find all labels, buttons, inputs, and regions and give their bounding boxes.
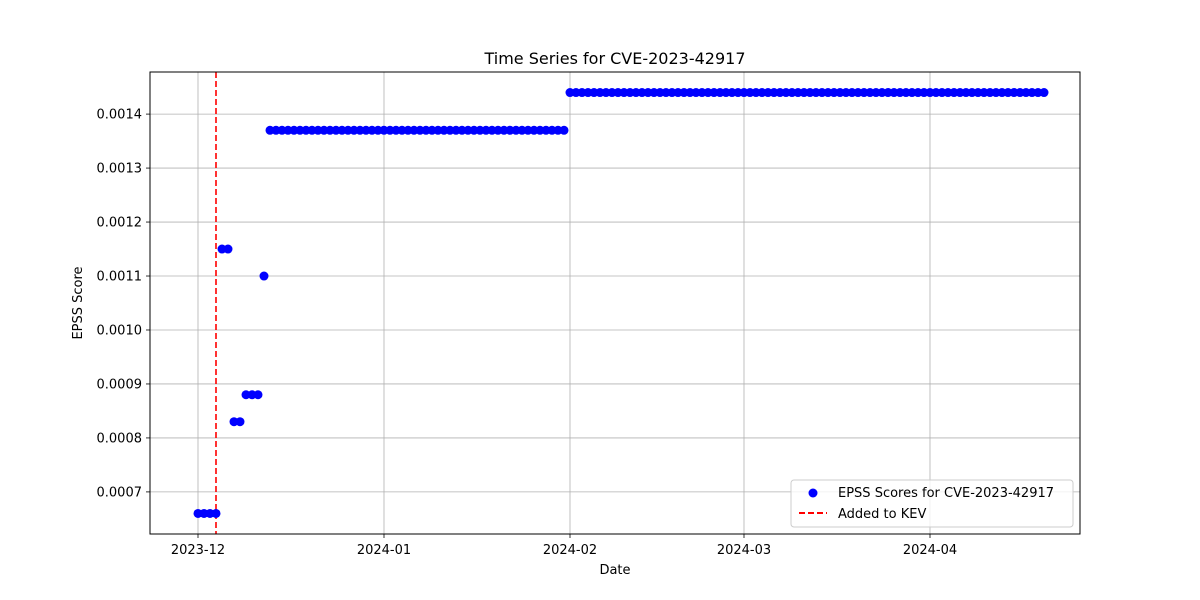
y-tick-label: 0.0014 — [97, 108, 143, 123]
legend: EPSS Scores for CVE-2023-42917 Added to … — [790, 479, 1074, 528]
x-tick-label: 2024-01 — [357, 543, 411, 558]
x-axis: 2023-12 2024-01 2024-02 2024-03 2024-04 — [171, 534, 957, 558]
scatter-point — [253, 390, 263, 400]
grid — [150, 72, 1080, 534]
y-axis-label: EPSS Score — [71, 266, 86, 339]
y-tick-label: 0.0007 — [97, 485, 143, 500]
scatter-point — [1039, 88, 1049, 98]
plot-frame — [149, 71, 1081, 535]
legend-marker-epss — [808, 488, 818, 498]
y-axis: 0.0007 0.0008 0.0009 0.0010 0.0011 0.0012 0.00… — [97, 108, 150, 500]
scatter-point — [259, 271, 269, 281]
x-tick-label: 2024-04 — [903, 543, 957, 558]
scatter-point — [559, 125, 569, 135]
legend-label-kev: Added to KEV — [838, 507, 926, 522]
y-tick-label: 0.0008 — [97, 431, 143, 446]
scatter-points — [193, 88, 1049, 518]
y-tick-label: 0.0013 — [97, 162, 143, 177]
x-axis-label: Date — [599, 563, 630, 578]
scatter-point — [211, 508, 221, 518]
x-tick-label: 2024-03 — [717, 543, 771, 558]
scatter-point — [235, 417, 245, 427]
chart-title: Time Series for CVE-2023-42917 — [483, 49, 745, 68]
y-tick-label: 0.0009 — [97, 377, 143, 392]
y-tick-label: 0.0012 — [97, 216, 143, 231]
y-tick-label: 0.0011 — [97, 270, 143, 285]
y-tick-label: 0.0010 — [97, 323, 143, 338]
x-tick-label: 2024-02 — [543, 543, 597, 558]
legend-box — [790, 479, 1074, 528]
legend-label-epss: EPSS Scores for CVE-2023-42917 — [838, 486, 1054, 501]
x-tick-label: 2023-12 — [171, 543, 225, 558]
scatter-point — [223, 244, 233, 254]
